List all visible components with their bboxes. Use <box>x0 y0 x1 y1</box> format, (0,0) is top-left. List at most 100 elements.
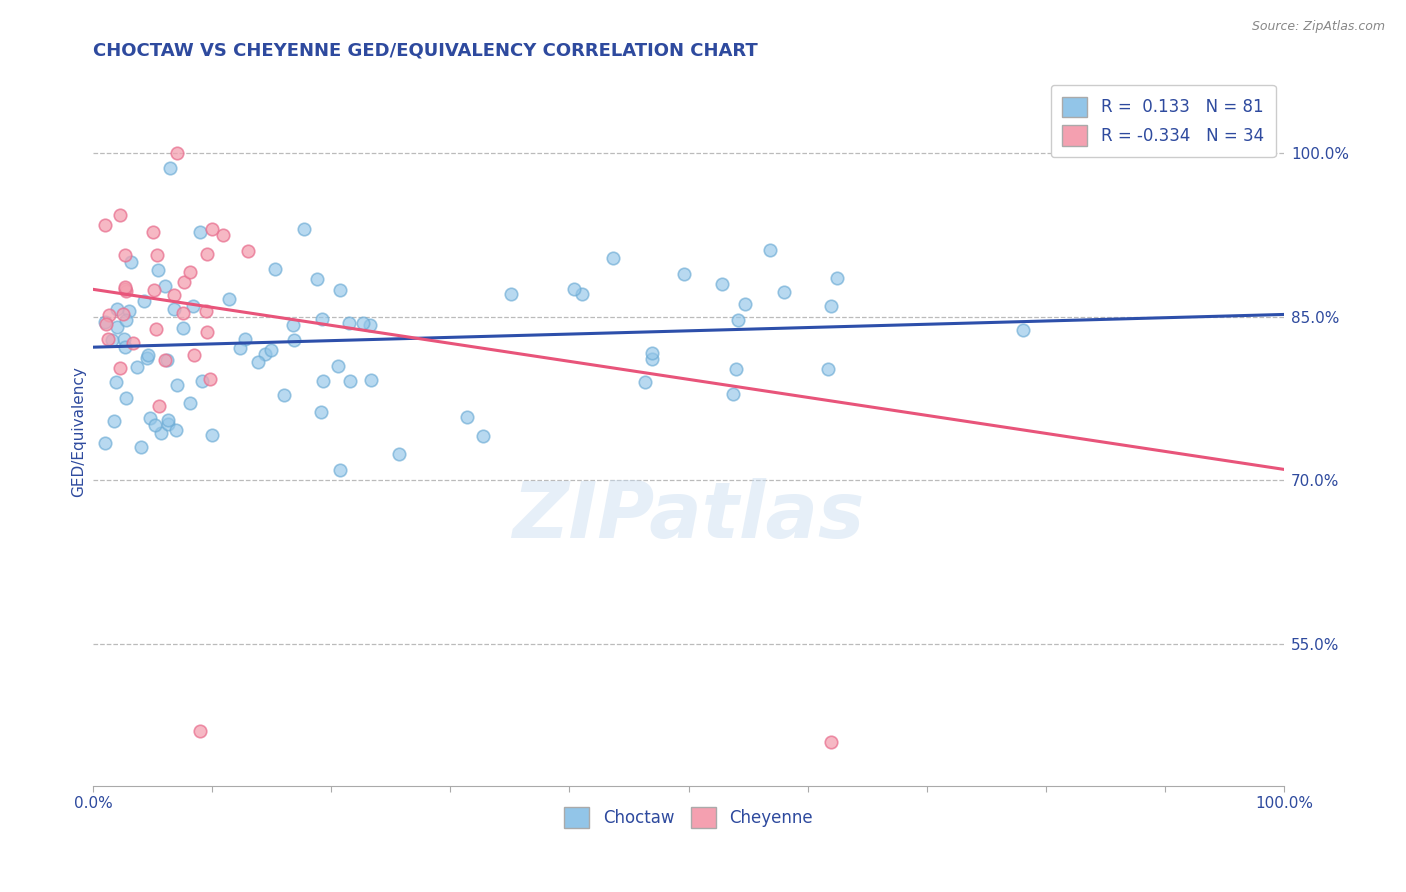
Point <box>218 292 240 306</box>
Point <box>211 227 233 242</box>
Point <box>114 247 136 261</box>
Point <box>571 286 593 301</box>
Point <box>115 313 138 327</box>
Point <box>328 359 350 374</box>
Point <box>456 409 478 424</box>
Point <box>114 280 136 294</box>
Point <box>145 248 167 262</box>
Point <box>236 244 259 259</box>
Point <box>562 282 585 296</box>
Point <box>283 318 305 332</box>
Point <box>139 411 162 425</box>
Point <box>260 343 283 357</box>
Point <box>499 287 522 301</box>
Point <box>142 225 165 239</box>
Point <box>122 335 145 350</box>
Point <box>148 399 170 413</box>
Point <box>602 251 624 265</box>
Point <box>305 272 328 286</box>
Point <box>115 391 138 405</box>
Point <box>311 312 333 326</box>
Point <box>114 282 136 296</box>
Point <box>138 348 160 362</box>
Point <box>179 265 201 279</box>
Point <box>103 414 125 428</box>
Text: CHOCTAW VS CHEYENNE GED/EQUIVALENCY CORRELATION CHART: CHOCTAW VS CHEYENNE GED/EQUIVALENCY CORR… <box>93 42 758 60</box>
Point <box>98 308 121 322</box>
Point <box>195 325 218 339</box>
Point <box>721 387 744 401</box>
Point <box>94 218 117 232</box>
Point <box>246 355 269 369</box>
Point <box>292 222 315 236</box>
Point <box>142 283 165 297</box>
Point <box>388 447 411 461</box>
Point <box>163 302 186 317</box>
Point <box>134 293 156 308</box>
Point <box>115 284 138 298</box>
Point <box>724 362 747 376</box>
Point <box>97 332 120 346</box>
Point <box>183 348 205 362</box>
Point <box>181 299 204 313</box>
Point <box>131 441 153 455</box>
Point <box>201 428 224 442</box>
Point <box>253 347 276 361</box>
Point <box>188 226 211 240</box>
Point <box>101 333 124 347</box>
Point <box>108 361 131 376</box>
Point <box>773 285 796 299</box>
Point <box>273 387 295 401</box>
Point <box>125 360 148 375</box>
Point <box>166 145 188 160</box>
Point <box>156 353 179 368</box>
Point <box>734 297 756 311</box>
Point <box>172 306 194 320</box>
Point <box>150 426 173 441</box>
Point <box>329 462 352 476</box>
Point <box>263 262 285 277</box>
Point <box>153 353 176 368</box>
Text: Source: ZipAtlas.com: Source: ZipAtlas.com <box>1251 20 1385 33</box>
Point <box>337 316 360 330</box>
Point <box>108 209 131 223</box>
Point <box>105 320 128 334</box>
Point <box>312 374 335 388</box>
Point <box>309 405 332 419</box>
Point <box>360 374 382 388</box>
Point <box>195 303 218 318</box>
Point <box>825 270 848 285</box>
Legend: Choctaw, Cheyenne: Choctaw, Cheyenne <box>558 800 820 834</box>
Point <box>94 315 117 329</box>
Point <box>471 428 494 442</box>
Point <box>283 333 305 347</box>
Point <box>156 413 179 427</box>
Point <box>179 396 201 410</box>
Point <box>104 375 127 389</box>
Point <box>820 299 842 313</box>
Point <box>352 316 374 330</box>
Point <box>96 317 118 331</box>
Point <box>672 267 695 281</box>
Point <box>146 262 169 277</box>
Point <box>195 247 218 261</box>
Point <box>820 735 842 749</box>
Point <box>159 161 181 175</box>
Point <box>759 243 782 257</box>
Point <box>641 346 664 360</box>
Point <box>201 222 224 236</box>
Point <box>233 332 256 346</box>
Point <box>191 374 214 388</box>
Point <box>172 321 194 335</box>
Point <box>173 275 195 289</box>
Point <box>143 418 166 433</box>
Point <box>198 371 221 385</box>
Point <box>107 301 129 316</box>
Y-axis label: GED/Equivalency: GED/Equivalency <box>72 366 86 497</box>
Point <box>112 332 135 346</box>
Point <box>634 375 657 389</box>
Point <box>339 374 361 388</box>
Point <box>112 307 135 321</box>
Point <box>94 436 117 450</box>
Point <box>166 377 188 392</box>
